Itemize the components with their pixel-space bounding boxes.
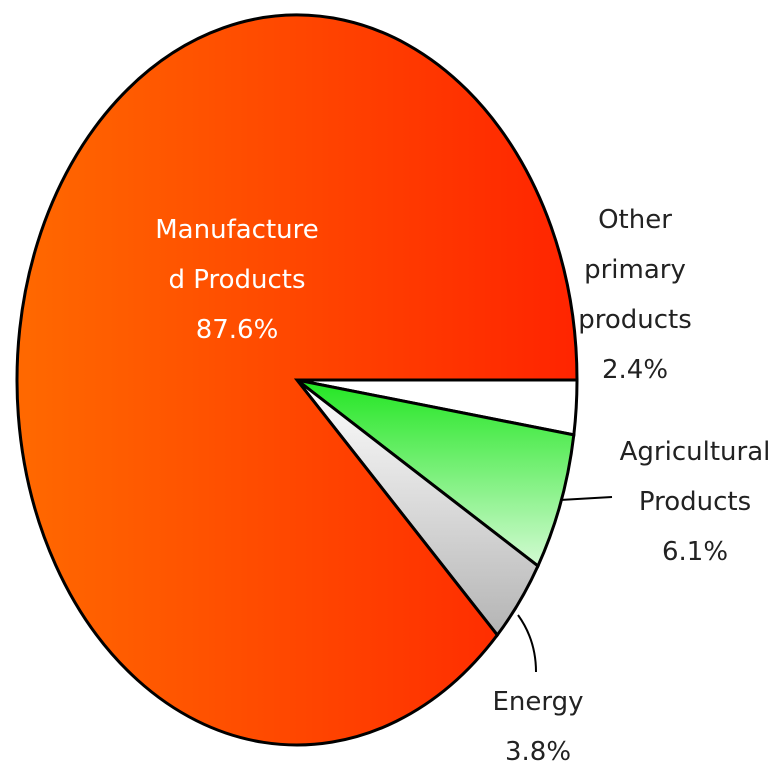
slice-label: Other primary products 2.4% [570,195,700,395]
slice-label: Agricultural Products 6.1% [605,427,784,577]
slice-value: 87.6% [195,315,279,345]
slice-name: Other primary products [578,205,692,335]
leader-line [559,496,613,501]
leader-line [517,614,537,673]
slice-value: 3.8% [504,737,572,767]
pie-slice [15,13,579,747]
slice-label: Energy 3.8% [463,677,613,777]
slice-name: Manufactured Products [155,215,319,295]
slice-name: Energy [492,687,584,717]
slice-label: Manufactured Products 87.6% [150,205,325,355]
pie-slice [296,378,576,569]
slice-name: Agricultural Products [619,437,771,517]
slice-value: 2.4% [601,355,669,385]
slice-value: 6.1% [661,537,729,567]
